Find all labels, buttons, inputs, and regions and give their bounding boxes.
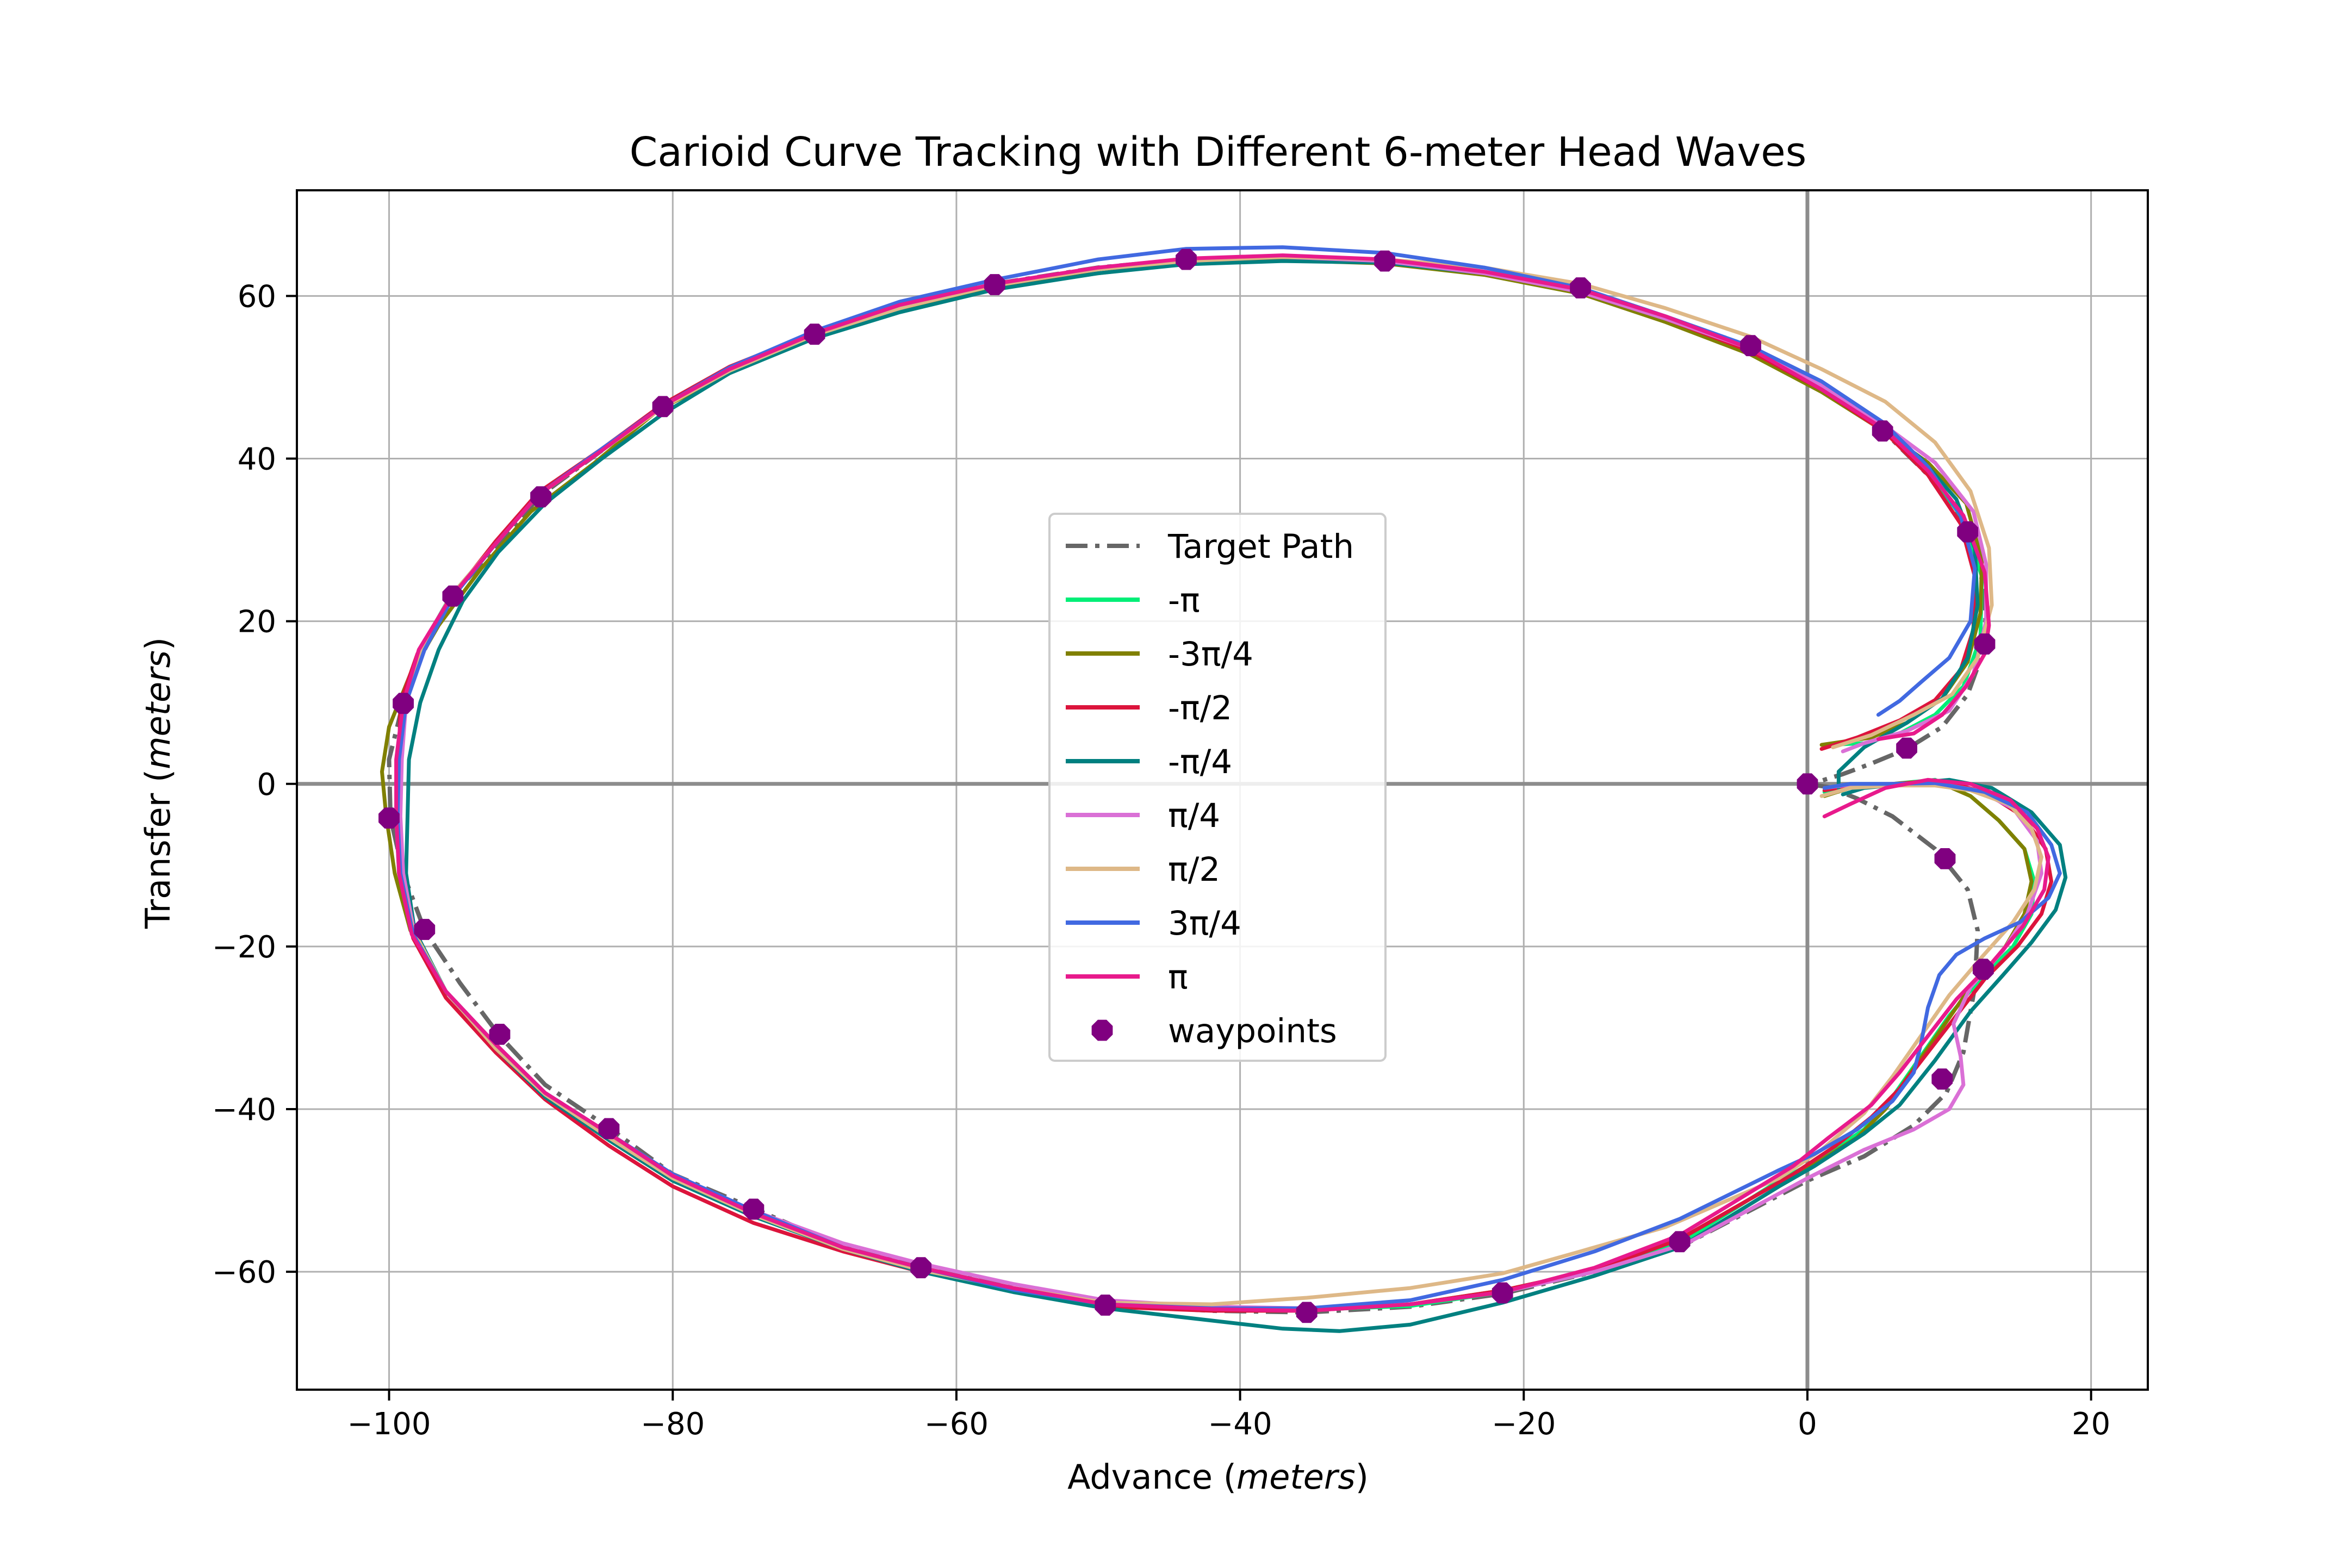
legend-label: waypoints: [1168, 1012, 1337, 1050]
data-layer: [378, 245, 2068, 1333]
waypoint-marker: [910, 1257, 932, 1279]
y-tick-label: 60: [238, 279, 276, 314]
waypoint-marker: [1492, 1282, 1513, 1304]
waypoint-marker: [1570, 277, 1591, 298]
y-axis-label-unit: meters: [138, 650, 178, 769]
legend-item: Target Path: [1066, 527, 1354, 566]
waypoint-marker: [598, 1118, 620, 1140]
y-tick-label: −20: [212, 930, 276, 965]
waypoint-marker: [442, 585, 464, 607]
legend-item: 3π/4: [1066, 904, 1241, 943]
x-tick-label: −80: [641, 1407, 705, 1442]
legend-label: π/4: [1168, 797, 1220, 835]
legend-label: -π/2: [1168, 689, 1232, 727]
waypoint-marker: [1872, 420, 1893, 442]
y-tick-label: 0: [257, 767, 276, 802]
y-axis-label: Transfer (meters): [138, 637, 178, 929]
legend-item: -π: [1066, 581, 1200, 620]
x-axis-label-unit: meters: [1236, 1457, 1356, 1497]
legend-label: π/2: [1168, 850, 1220, 889]
y-axis-label-open-paren: (: [138, 769, 178, 793]
chart-title: Carioid Curve Tracking with Different 6-…: [630, 129, 1807, 176]
waypoint-marker: [1931, 1068, 1953, 1090]
legend-label: π: [1168, 958, 1188, 997]
waypoint-marker: [1957, 521, 1979, 543]
legend: Target Path -π -3π/4 -π/2 -π/4 π/4 π/2 3π/4 π way…: [1048, 513, 1387, 1062]
x-tick-label: −40: [1208, 1407, 1272, 1442]
y-axis: −60 −40 −20 0 20 40 60: [212, 279, 297, 1290]
legend-item: waypoints: [1091, 1012, 1337, 1050]
x-tick-label: 0: [1798, 1407, 1817, 1442]
x-tick-label: −20: [1492, 1407, 1556, 1442]
waypoint-marker: [1296, 1302, 1318, 1323]
waypoint-marker: [984, 274, 1005, 295]
x-axis-label-open-paren: (: [1213, 1457, 1236, 1497]
y-tick-label: 40: [238, 442, 276, 477]
legend-label: -3π/4: [1168, 635, 1253, 674]
waypoint-marker: [1669, 1231, 1691, 1253]
waypoint-marker: [652, 396, 674, 418]
waypoint-marker: [1934, 848, 1956, 869]
y-axis-label-close-paren: ): [138, 637, 178, 650]
waypoint-marker: [804, 323, 825, 345]
waypoint-marker: [1740, 335, 1761, 357]
x-tick-label: 20: [2072, 1407, 2110, 1442]
legend-item: -3π/4: [1066, 635, 1253, 674]
waypoint-marker: [414, 919, 436, 940]
waypoint-marker: [1797, 773, 1818, 795]
waypoint-marker: [743, 1198, 765, 1220]
legend-label: -π/4: [1168, 743, 1232, 781]
waypoint-marker: [393, 693, 414, 714]
x-tick-label: −100: [347, 1407, 431, 1442]
x-axis-label-close-paren: ): [1356, 1457, 1369, 1497]
plot-frame: [296, 189, 2149, 1391]
y-tick-label: −40: [212, 1092, 276, 1128]
legend-label: 3π/4: [1168, 904, 1241, 943]
y-tick-label: −60: [212, 1255, 276, 1290]
waypoint-marker: [378, 807, 400, 829]
x-tick-label: −60: [924, 1407, 989, 1442]
legend-item: π/2: [1066, 850, 1220, 889]
legend-label: Target Path: [1167, 527, 1354, 566]
waypoint-marker: [1374, 250, 1396, 272]
legend-label: -π: [1168, 581, 1200, 620]
legend-swatch-waypoints: [1091, 1019, 1113, 1041]
series-line-target-path: [387, 254, 1988, 1315]
waypoint-marker: [489, 1024, 511, 1045]
waypoint-marker: [1896, 737, 1917, 759]
legend-item: π: [1066, 958, 1188, 997]
y-tick-label: 20: [238, 605, 276, 640]
legend-item: -π/2: [1066, 689, 1232, 727]
waypoint-marker: [1974, 633, 1996, 655]
waypoint-marker: [1973, 959, 1994, 980]
x-axis: −100 −80 −60 −40 −20 0 20: [347, 1390, 2110, 1442]
waypoint-marker: [1176, 248, 1197, 270]
x-axis-label: Advance (meters): [1067, 1457, 1369, 1497]
waypoint-marker: [530, 486, 552, 508]
waypoint-marker: [1095, 1295, 1116, 1316]
x-axis-label-text: Advance: [1067, 1457, 1213, 1497]
legend-item: -π/4: [1066, 743, 1232, 781]
legend-box: [1048, 513, 1387, 1062]
waypoints-layer: [378, 248, 1996, 1323]
y-axis-label-text: Transfer: [138, 793, 178, 929]
legend-item: π/4: [1066, 797, 1220, 835]
